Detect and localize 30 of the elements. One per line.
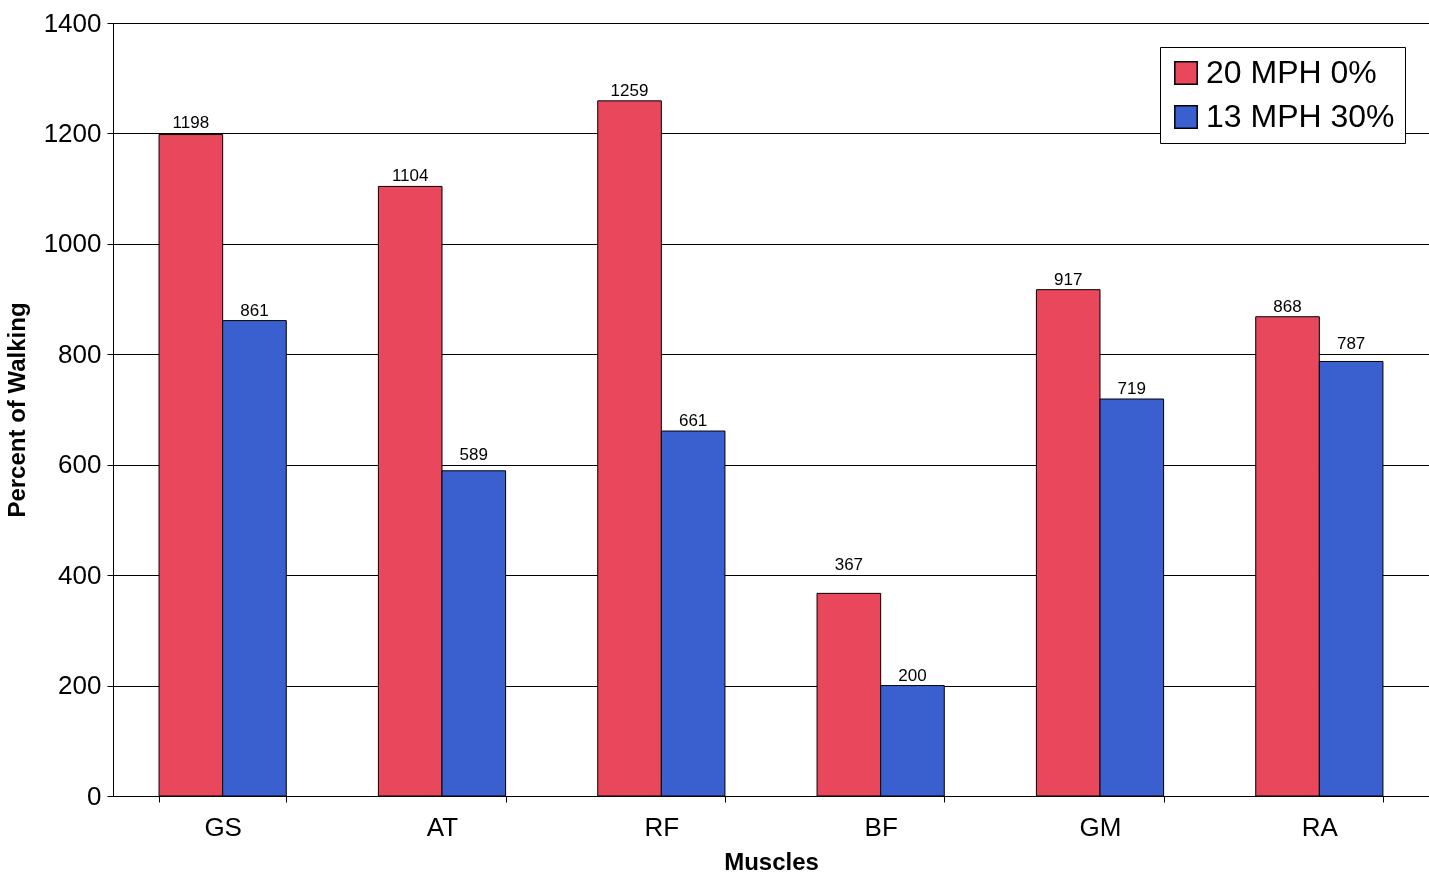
data-label: 861 (240, 300, 269, 320)
data-label: 1104 (391, 166, 429, 186)
y-tick-label: 1200 (43, 117, 102, 148)
y-tick-label: 400 (58, 559, 102, 590)
data-label: 200 (898, 665, 927, 685)
x-tick-label: GS (204, 811, 242, 842)
data-label: 917 (1054, 269, 1083, 289)
x-tick-label: BF (864, 811, 898, 842)
data-label: 719 (1117, 379, 1146, 399)
data-label: 787 (1336, 334, 1366, 354)
y-tick-label: 200 (58, 670, 102, 701)
legend-label: 13 MPH 30% (1206, 98, 1395, 134)
data-label: 868 (1273, 296, 1302, 316)
data-label: 661 (678, 411, 708, 431)
x-tick-label: AT (426, 811, 459, 842)
data-label: 1198 (172, 113, 210, 133)
y-tick-label: 800 (58, 338, 102, 369)
legend-label: 20 MPH 0% (1206, 54, 1377, 90)
data-label: 1259 (610, 80, 649, 100)
x-axis-title: Muscles (724, 847, 819, 875)
y-tick-label: 600 (58, 449, 102, 480)
data-label: 367 (834, 555, 864, 575)
y-tick-label: 1400 (43, 7, 102, 38)
x-tick-label: RA (1301, 811, 1339, 842)
y-tick-label: 0 (87, 780, 102, 811)
data-label: 589 (459, 444, 488, 464)
x-tick-label: RF (644, 811, 680, 842)
x-tick-label: GM (1079, 811, 1122, 842)
y-axis-title: Percent of Walking (2, 302, 30, 518)
y-tick-label: 1000 (43, 228, 102, 259)
